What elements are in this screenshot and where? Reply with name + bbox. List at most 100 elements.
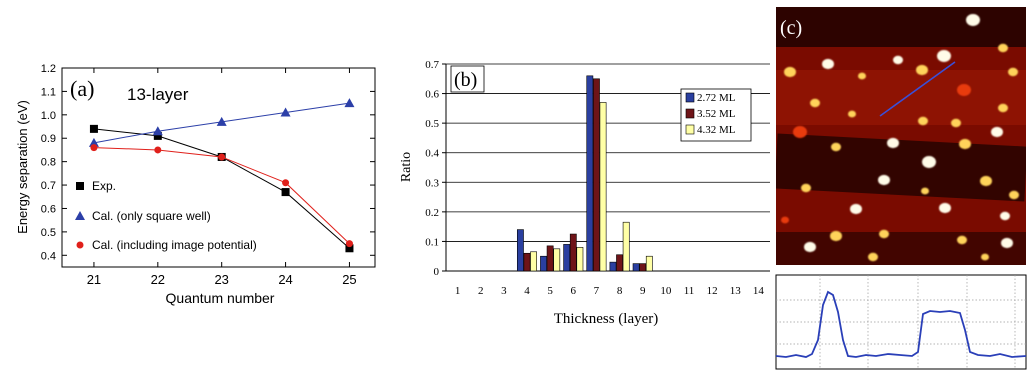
chart-b-x-tick-label: 5 — [547, 285, 553, 297]
chart-a-data-point — [216, 116, 227, 126]
stm-island — [804, 241, 816, 253]
chart-b-x-axis-label: Thickness (layer) — [554, 311, 659, 327]
stm-island — [878, 174, 890, 186]
chart-b-y-ticks: 0 0.1 0.2 0.3 0.4 0.5 0.6 0.7 — [425, 59, 446, 278]
stm-island — [922, 156, 936, 168]
chart-b-legend-swatch — [685, 124, 695, 135]
chart-c: (c) — [775, 7, 1027, 370]
chart-a-legend-label: Cal. (including image potential) — [92, 238, 257, 252]
chart-b-bar — [569, 233, 577, 272]
chart-a-y-tick-label: 0.6 — [41, 203, 56, 215]
stm-island — [939, 202, 951, 214]
chart-a-y-tick-label: 0.8 — [41, 157, 56, 169]
stm-terrace-band — [776, 7, 1026, 47]
chart-a-data-point — [90, 144, 98, 152]
stm-island — [1001, 237, 1013, 249]
stm-island — [966, 14, 980, 26]
chart-b-y-tick-label: 0 — [434, 266, 440, 278]
chart-b-legend-label: 3.52 ML — [697, 108, 736, 120]
height-profile — [775, 274, 1027, 370]
chart-b-x-tick-label: 4 — [524, 285, 530, 297]
chart-b-bar — [622, 221, 630, 272]
chart-b-legend-item: 4.32 ML — [685, 124, 736, 136]
chart-b-bar — [616, 254, 623, 272]
height-profile-line — [775, 290, 1027, 358]
stm-island — [918, 116, 928, 126]
chart-a-legend-label: Cal. (only square well) — [92, 209, 211, 223]
chart-a-legend-item: Cal. (including image potential) — [76, 238, 257, 252]
chart-b-y-tick-label: 0.4 — [425, 148, 439, 160]
chart-a-data-point — [280, 107, 291, 117]
chart-b-x-tick-label: 7 — [594, 285, 600, 297]
chart-b-x-tick-label: 12 — [707, 285, 718, 297]
stm-island — [1000, 211, 1010, 221]
chart-b-legend-swatch — [685, 92, 695, 103]
chart-a-data-point — [282, 179, 290, 187]
chart-b-label-box — [450, 65, 485, 93]
stm-terrace-band — [776, 232, 1026, 265]
chart-b-bar — [599, 102, 607, 272]
stm-island — [981, 253, 989, 261]
stm-island — [980, 175, 992, 187]
chart-a-legend-item: Exp. — [76, 179, 116, 193]
chart-b-x-tick-label: 6 — [571, 285, 577, 297]
chart-a-data-point — [88, 137, 99, 147]
chart-a-x-tick-label: 23 — [214, 272, 228, 287]
chart-b-x-tick-label: 13 — [730, 285, 742, 297]
chart-b-x-tick-label: 9 — [640, 285, 646, 297]
chart-b-x-tick-label: 2 — [478, 285, 484, 297]
chart-a-y-tick-label: 1.1 — [41, 86, 56, 98]
chart-b-x-tick-label: 11 — [684, 285, 695, 297]
chart-b-series-1 — [516, 75, 640, 272]
chart-a-series — [88, 98, 355, 253]
chart-a-series-2 — [88, 98, 355, 147]
stm-island — [937, 50, 951, 62]
stm-island — [831, 142, 841, 152]
stm-island — [810, 98, 820, 108]
chart-a: 0.4 0.5 0.6 0.7 0.8 0.9 1.0 1.1 1.2 21 22 23 24 25 (… — [15, 63, 376, 306]
chart-b-bar — [586, 75, 594, 272]
chart-b-y-tick-label: 0.2 — [425, 207, 439, 219]
stm-island — [998, 103, 1008, 113]
chart-a-data-point — [345, 244, 354, 253]
chart-a-legend: Exp. Cal. (only square well) Cal. (includi… — [75, 179, 257, 252]
chart-a-y-tick-label: 0.9 — [41, 133, 56, 145]
chart-a-x-axis-label: Quantum number — [166, 290, 275, 306]
chart-b-y-tick-label: 0.3 — [425, 177, 439, 189]
chart-b-y-axis-label: Ratio — [399, 152, 414, 182]
stm-island — [1008, 67, 1018, 77]
chart-b-x-ticks: 1 2 3 4 5 6 7 8 9 10 11 12 13 14 — [455, 285, 765, 297]
chart-b-bar — [530, 251, 537, 272]
chart-a-x-tick-label: 24 — [278, 272, 292, 287]
chart-b-bar — [593, 78, 600, 272]
stm-island — [951, 118, 961, 128]
stm-island — [781, 216, 789, 224]
chart-b-bar — [632, 263, 640, 272]
stm-island — [793, 126, 807, 138]
chart-b-y-tick-label: 0.6 — [425, 89, 439, 101]
chart-b-panel-label: (b) — [454, 69, 477, 91]
stm-island — [959, 138, 971, 150]
chart-a-data-point — [152, 126, 163, 136]
stm-island — [957, 235, 967, 245]
chart-a-data-point — [89, 124, 98, 133]
chart-a-panel-label: (a) — [70, 76, 94, 101]
chart-b-bar — [540, 255, 547, 272]
stm-terrace-band — [776, 70, 1026, 125]
stm-island — [879, 229, 889, 239]
chart-a-data-point — [153, 131, 162, 140]
chart-a-y-ticks: 0.4 0.5 0.6 0.7 0.8 0.9 1.0 1.1 1.2 — [41, 63, 375, 262]
chart-a-x-ticks: 21 22 23 24 25 — [87, 68, 357, 287]
chart-a-x-tick-label: 25 — [342, 272, 356, 287]
chart-a-legend-marker — [76, 241, 84, 249]
stm-island — [858, 72, 866, 80]
chart-b-bar — [546, 245, 554, 272]
chart-a-y-tick-label: 0.5 — [41, 227, 56, 239]
stm-island — [830, 230, 842, 242]
chart-a-data-point — [344, 98, 355, 108]
chart-b-bar — [576, 247, 584, 272]
chart-b-legend-label: 4.32 ML — [697, 124, 736, 136]
chart-a-data-point — [154, 146, 162, 154]
chart-b-series-3 — [530, 102, 653, 272]
